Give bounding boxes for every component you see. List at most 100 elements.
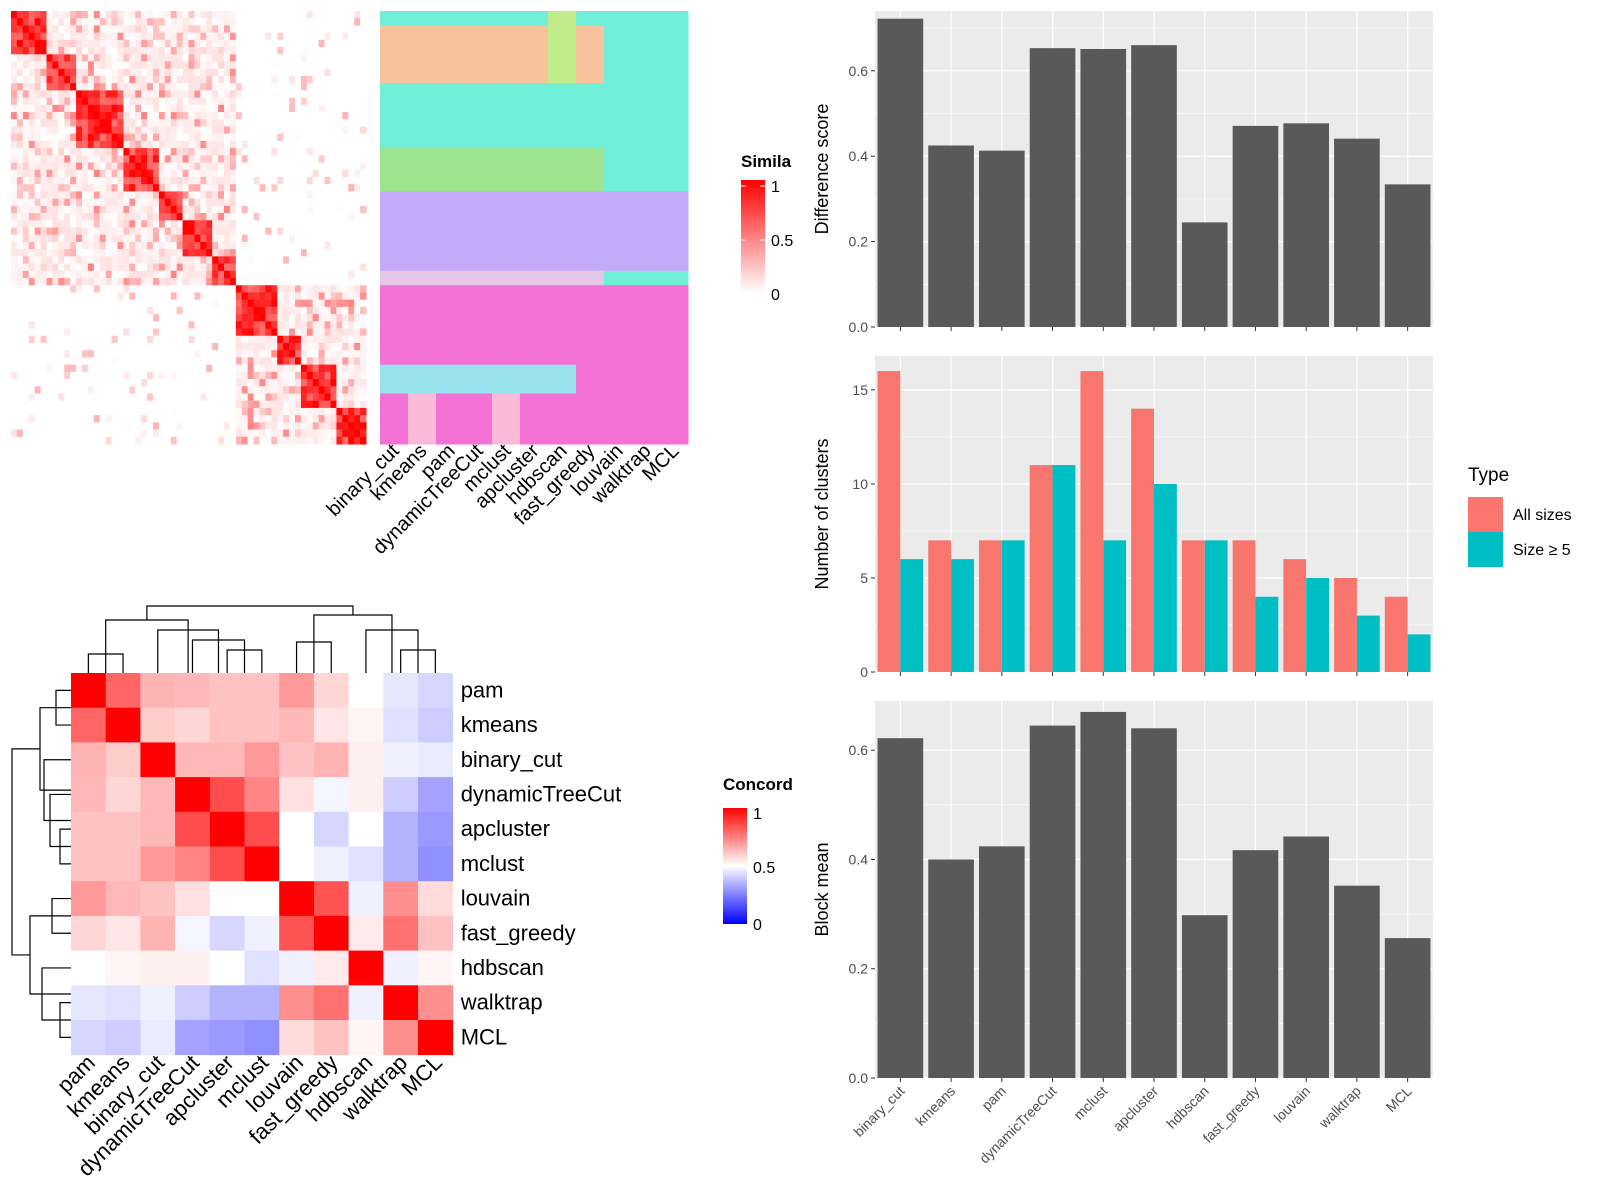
concordance-cell [105,673,141,709]
similarity-cell [300,61,308,70]
similarity-cell [289,407,296,416]
similarity-cell [188,148,195,156]
similarity-cell [64,249,71,257]
similarity-cell [153,104,160,113]
similarity-cell [336,249,343,257]
similarity-cell [99,61,107,70]
cluster-assignment-cell [380,104,409,113]
similarity-cell [135,61,142,70]
concordance-cell [348,985,384,1021]
cluster-assignment-cell [492,126,521,135]
similarity-cell [342,393,349,402]
similarity-cell [158,112,166,120]
similarity-cell [354,227,361,236]
similarity-cell [283,400,290,409]
similarity-cell [105,386,113,394]
similarity-cell [206,148,213,156]
cluster-assignment-cell [604,364,633,373]
cluster-assignment-cell [548,205,577,214]
similarity-cell [82,213,89,221]
similarity-cell [348,61,355,70]
similarity-cell [82,364,89,373]
similarity-cell [28,393,36,402]
similarity-cell [194,299,201,308]
bar [1232,125,1279,327]
similarity-cell [253,97,260,106]
similarity-cell [200,162,207,171]
cluster-assignment-cell [436,39,465,48]
similarity-cell [218,357,225,366]
similarity-cell [147,364,154,373]
similarity-cell [22,90,30,99]
similarity-cell [153,61,160,70]
similarity-cell [153,436,160,445]
similarity-cell [153,220,160,228]
similarity-cell [271,75,278,84]
similarity-cell [70,393,77,402]
similarity-cell [82,263,89,272]
similarity-cell [11,25,18,34]
similarity-cell [182,191,189,200]
similarity-cell [312,335,320,344]
similarity-cell [283,148,290,156]
similarity-cell [135,306,142,315]
similarity-cell [141,415,148,423]
similarity-cell [170,285,178,293]
cluster-assignment-cell [380,32,409,41]
similarity-cell [218,393,225,402]
similarity-cell [176,162,184,171]
similarity-cell [265,364,272,373]
similarity-cell [123,11,130,19]
cluster-assignment-cell [604,400,633,409]
similarity-cell [46,148,53,156]
similarity-cell [200,61,207,70]
similarity-cell [76,119,83,127]
similarity-cell [330,292,337,301]
similarity-cell [229,234,237,243]
similarity-cell [34,386,42,394]
similarity-cell [306,83,314,91]
similarity-cell [87,407,95,416]
similarity-cell [224,328,231,337]
similarity-cell [318,191,326,200]
similarity-cell [354,299,361,308]
similarity-cell [283,407,290,416]
cluster-assignment-cell [408,54,437,63]
similarity-cell [117,407,124,416]
similarity-cell [176,314,184,322]
similarity-cell [22,386,30,394]
similarity-cell [330,54,337,63]
similarity-cell [253,11,260,19]
similarity-cell [354,429,361,438]
similarity-cell [247,11,255,19]
similarity-cell [218,148,225,156]
concordance-row-label: fast_greedy [461,920,576,945]
similarity-cell [16,285,24,293]
similarity-cell [52,393,59,402]
similarity-cell [306,47,314,55]
similarity-cell [324,227,331,236]
similarity-cell [312,126,320,135]
similarity-cell [93,299,101,308]
similarity-cell [318,357,326,366]
similarity-cell [182,386,189,394]
similarity-cell [348,263,355,272]
similarity-cell [40,422,47,431]
similarity-cell [105,104,113,113]
similarity-cell [200,314,207,322]
similarity-cell [259,191,266,200]
similarity-cell [153,386,160,394]
similarity-cell [105,422,113,431]
cluster-assignment-cell [520,371,549,380]
similarity-cell [318,90,326,99]
similarity-cell [28,11,36,19]
similarity-cell [218,234,225,243]
similarity-cell [16,133,24,142]
similarity-cell [16,169,24,178]
similarity-cell [16,371,24,380]
similarity-cell [87,400,95,409]
similarity-cell [135,285,142,293]
similarity-cell [224,90,231,99]
type-legend-title: Type [1468,465,1509,486]
similarity-cell [123,357,130,366]
